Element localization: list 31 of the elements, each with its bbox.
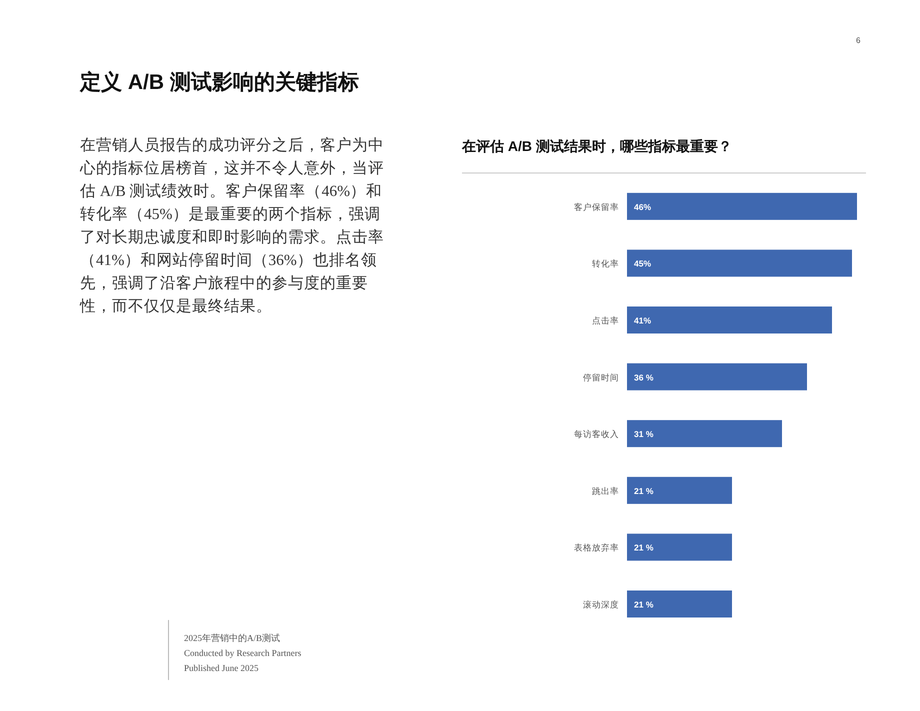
- text: Published June 2025: [184, 663, 259, 673]
- bar: [627, 250, 852, 277]
- y-tick-label: 客户保留率: [574, 202, 619, 212]
- bar: [627, 306, 832, 334]
- y-tick-label: 滚动深度: [583, 600, 619, 610]
- text: Conducted by Research Partners: [184, 648, 302, 658]
- data-label: 21 %: [634, 486, 654, 496]
- bar: [627, 476, 732, 504]
- data-label: 46%: [634, 202, 652, 212]
- data-label: 41%: [634, 316, 652, 326]
- y-tick-label: 点击率: [592, 316, 619, 326]
- text: 定义 A/B 测试影响的关键指标: [80, 70, 359, 96]
- y-tick-label: 停留时间: [583, 372, 619, 382]
- y-tick-label: 转化率: [592, 258, 619, 269]
- data-label: 45%: [634, 258, 652, 269]
- y-tick-label: 每访客收入: [574, 429, 619, 440]
- chart-title: 在评估 A/B 测试结果时，哪些指标最重要？: [461, 138, 732, 154]
- bar: [627, 420, 782, 448]
- data-label: 31 %: [634, 429, 654, 440]
- y-tick-label: 跳出率: [592, 486, 619, 496]
- text: 2025年营销中的A/B测试: [184, 632, 280, 645]
- data-label: 36 %: [634, 372, 654, 382]
- bar: [627, 363, 807, 390]
- bar: [627, 534, 732, 561]
- bar: [627, 192, 857, 220]
- bar: [627, 590, 732, 618]
- text: 6: [856, 36, 860, 45]
- data-label: 21 %: [634, 542, 654, 553]
- data-label: 21 %: [634, 600, 654, 610]
- y-tick-label: 表格放弃率: [574, 542, 619, 553]
- text: 在营销人员报告的成功评分之后，客户为中心的指标位居榜首，这并不令人意外，当评估 A/B 测试绩效时。客户保留率（46%）和转化率（45%）是最重要的两个指标，强调了对长期忠诚度和即时影响的需求。点击率（41%）和网站停留时间（36%）也排名领先，强调了沿客户旅程中的参与度的重要性，而不仅仅是最终结果。: [80, 136, 385, 317]
